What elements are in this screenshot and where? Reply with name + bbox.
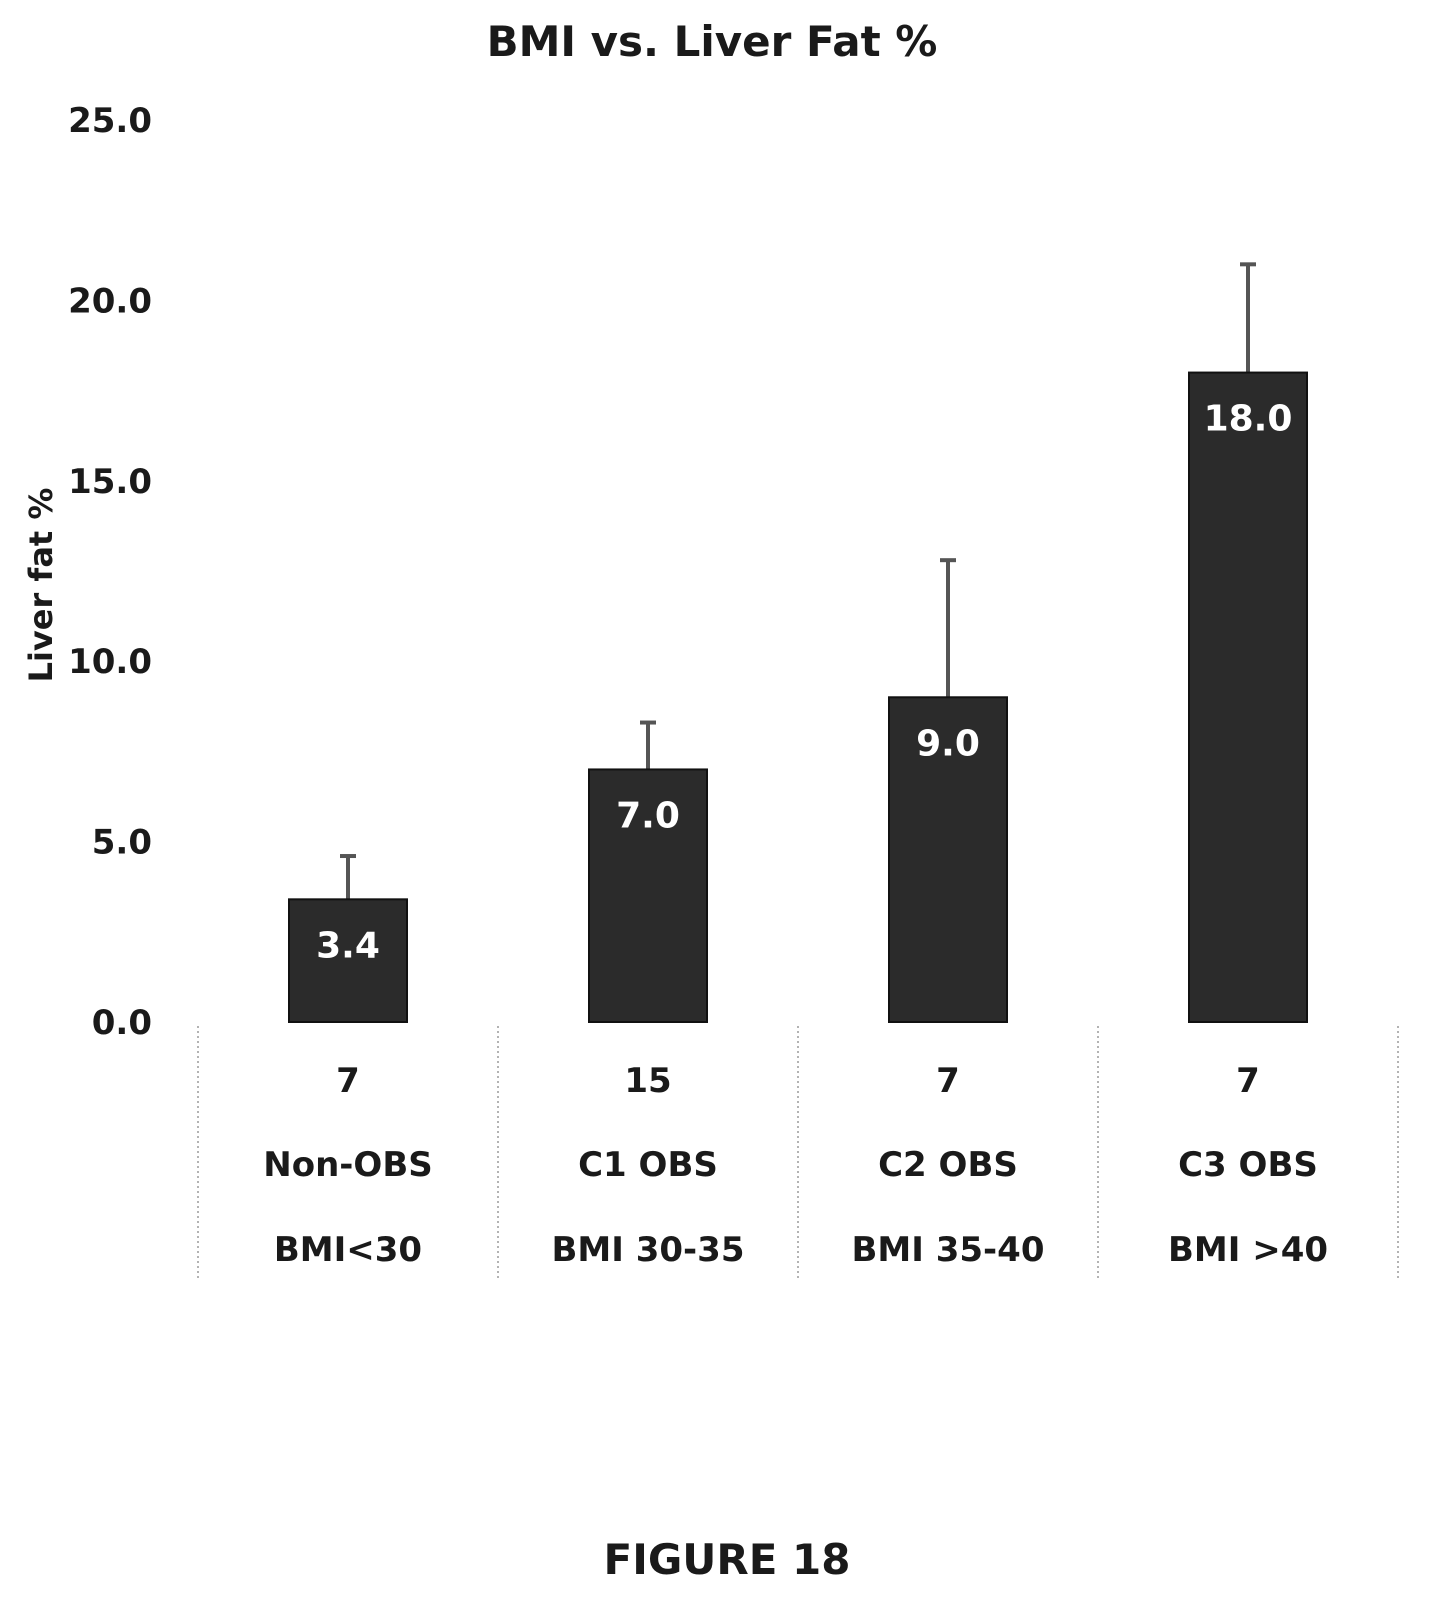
y-tick-label: 0.0 [92, 1003, 152, 1043]
category-n-label: 15 [624, 1061, 671, 1101]
bar-value-label: 18.0 [1204, 399, 1293, 440]
category-n-label: 7 [936, 1061, 960, 1101]
bar [888, 696, 1008, 1024]
category-group-label: C3 OBS [1178, 1145, 1318, 1185]
bar-value-label: 9.0 [916, 723, 980, 764]
y-axis-label: Liver fat % [22, 488, 60, 683]
y-tick-label: 20.0 [68, 281, 152, 321]
y-tick-label: 15.0 [68, 462, 152, 502]
category-group-label: C2 OBS [878, 1145, 1018, 1185]
category-group-label: Non-OBS [263, 1145, 432, 1185]
figure-caption: FIGURE 18 [604, 1535, 851, 1584]
bar-value-label: 3.4 [316, 925, 380, 966]
y-tick-label: 5.0 [92, 823, 152, 863]
y-tick-label: 10.0 [68, 642, 152, 682]
bar [288, 898, 408, 1023]
bars: 3.4 7.0 9.0 18.0 [288, 262, 1308, 1024]
y-axis-ticks: 0.0 5.0 10.0 15.0 20.0 25.0 [68, 101, 152, 1043]
category-bmi-label: BMI >40 [1168, 1230, 1328, 1270]
category-n-label: 7 [1236, 1061, 1260, 1101]
category-labels: 7 Non-OBS BMI<30 15 C1 OBS BMI 30-35 7 C2 OBS BM… [263, 1061, 1328, 1270]
category-separators [197, 1026, 1399, 1278]
category-bmi-label: BMI<30 [274, 1230, 422, 1270]
bar [1188, 371, 1308, 1023]
category-group-label: C1 OBS [578, 1145, 718, 1185]
category-bmi-label: BMI 35-40 [852, 1230, 1045, 1270]
bar-value-label: 7.0 [616, 795, 680, 836]
category-n-label: 7 [336, 1061, 360, 1101]
y-tick-label: 25.0 [68, 101, 152, 141]
bar [588, 768, 708, 1023]
category-bmi-label: BMI 30-35 [552, 1230, 745, 1270]
chart-title: BMI vs. Liver Fat % [487, 17, 938, 66]
